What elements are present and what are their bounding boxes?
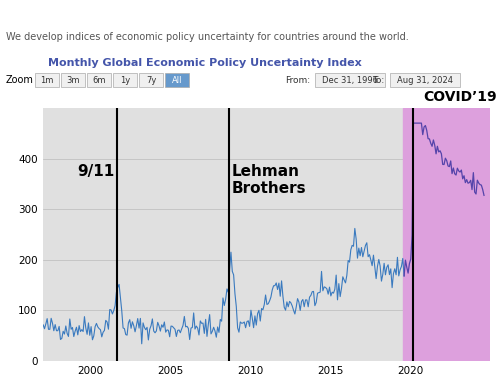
Text: Zoom: Zoom [6,75,34,85]
FancyBboxPatch shape [139,73,163,87]
Text: All: All [172,76,182,85]
FancyBboxPatch shape [61,73,85,87]
Text: 7y: 7y [146,76,156,85]
Text: 9/11: 9/11 [78,163,114,179]
Text: To:: To: [372,76,385,85]
FancyBboxPatch shape [87,73,111,87]
Text: 1y: 1y [120,76,130,85]
Text: We develop indices of economic policy uncertainty for countries around the world: We develop indices of economic policy un… [6,32,409,42]
FancyBboxPatch shape [113,73,137,87]
FancyBboxPatch shape [35,73,59,87]
FancyBboxPatch shape [315,73,385,87]
Text: Lehman
Brothers: Lehman Brothers [232,163,306,196]
Text: Dec 31, 1996: Dec 31, 1996 [322,76,378,85]
Text: COVID’19: COVID’19 [423,90,496,104]
Text: 6m: 6m [92,76,106,85]
FancyBboxPatch shape [165,73,189,87]
Text: Economic Policy Uncertainty Index: Economic Policy Uncertainty Index [4,7,318,21]
Text: 3m: 3m [66,76,80,85]
Text: Aug 31, 2024: Aug 31, 2024 [397,76,453,85]
FancyBboxPatch shape [390,73,460,87]
Text: Monthly Global Economic Policy Uncertainty Index: Monthly Global Economic Policy Uncertain… [48,58,362,68]
Text: From:: From: [285,76,310,85]
Text: 1m: 1m [40,76,54,85]
Bar [404,108,490,361]
